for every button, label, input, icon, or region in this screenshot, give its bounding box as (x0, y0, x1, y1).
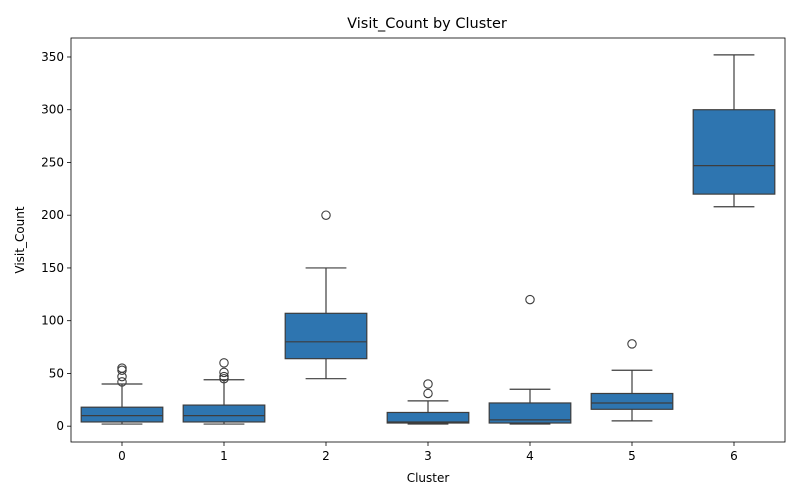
box-group-cluster-0 (80, 363, 164, 425)
outlier-point (117, 363, 127, 373)
plot-frame (70, 37, 786, 443)
x-tick-label: 3 (424, 449, 432, 463)
box-group-cluster-6 (692, 54, 776, 208)
y-tick-label: 150 (41, 261, 64, 275)
y-tick-label: 200 (41, 208, 64, 222)
outlier-point (219, 367, 229, 378)
outlier-point (117, 377, 127, 387)
outlier-point (423, 388, 433, 399)
x-axis: 0 1 2 3 4 5 6 (118, 442, 738, 463)
y-tick-label: 100 (41, 314, 64, 328)
y-axis-label: Visit_Count (13, 206, 27, 274)
iqr-box (80, 406, 164, 423)
outlier-point (321, 210, 331, 220)
outlier-point (219, 358, 229, 368)
iqr-box (590, 392, 674, 410)
y-tick-label: 0 (56, 419, 64, 433)
y-tick-label: 300 (41, 103, 64, 117)
box-group-cluster-3 (386, 379, 470, 425)
x-tick-label: 2 (322, 449, 330, 463)
y-tick-label: 350 (41, 50, 64, 64)
iqr-box (488, 402, 572, 424)
x-tick-label: 5 (628, 449, 636, 463)
outlier-point (117, 365, 127, 376)
x-axis-label: Cluster (407, 471, 450, 485)
x-tick-label: 4 (526, 449, 534, 463)
plot-area (80, 54, 776, 425)
y-tick-label: 50 (49, 366, 64, 380)
outlier-point (423, 379, 433, 389)
iqr-box (692, 109, 776, 195)
x-tick-label: 1 (220, 449, 228, 463)
iqr-box (182, 404, 266, 423)
outlier-point (219, 371, 229, 382)
outlier-point (627, 339, 637, 349)
x-tick-label: 0 (118, 449, 126, 463)
y-tick-label: 250 (41, 155, 64, 169)
box-group-cluster-1 (182, 358, 266, 425)
iqr-box (284, 312, 368, 360)
chart-title: Visit_Count by Cluster (347, 16, 507, 32)
box-group-cluster-2 (284, 210, 368, 380)
outlier-point (525, 294, 535, 305)
x-tick-label: 6 (730, 449, 738, 463)
box-group-cluster-5 (590, 339, 674, 422)
iqr-box (386, 411, 470, 424)
y-axis: 0 50 100 150 200 250 300 350 (41, 50, 71, 433)
box-group-cluster-4 (488, 294, 572, 425)
